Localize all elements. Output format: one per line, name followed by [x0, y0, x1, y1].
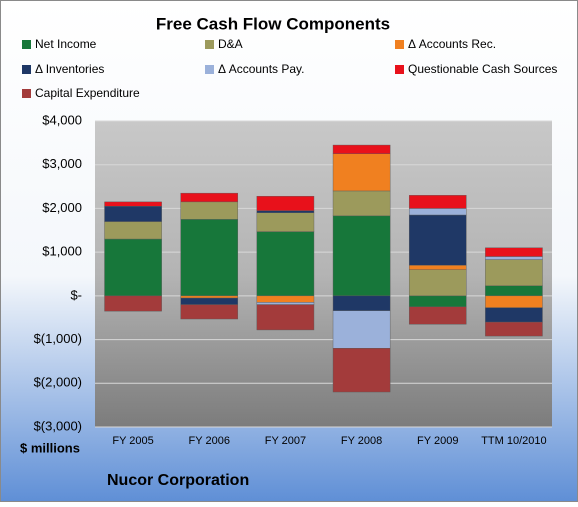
bar-segment [485, 247, 543, 257]
bar-segment [104, 221, 162, 240]
bar-segment [104, 201, 162, 207]
bar-segment [256, 304, 315, 331]
bar-segment [180, 201, 239, 220]
bar-segment [485, 285, 543, 297]
bar-segment [408, 195, 467, 209]
legend-swatch [22, 40, 31, 49]
legend-swatch [395, 40, 404, 49]
legend-label: Capital Expenditure [35, 86, 140, 100]
bar-segment [180, 219, 239, 297]
bar-segment [485, 259, 543, 287]
y-tick-label: $3,000 [42, 156, 82, 171]
bar-segment [256, 212, 315, 232]
legend-swatch [22, 65, 31, 74]
legend-swatch [205, 65, 214, 74]
bar-segment [180, 295, 239, 299]
x-tick-label: TTM 10/2010 [481, 435, 546, 447]
y-tick-label: $(1,000) [34, 331, 82, 346]
bar-segment [408, 208, 467, 216]
bar-segment [408, 265, 467, 270]
bar-segment [408, 306, 467, 325]
legend-label: Δ Accounts Rec. [408, 37, 496, 51]
x-tick-label: FY 2008 [341, 435, 382, 447]
legend-label: Net Income [35, 37, 97, 51]
bar-segment [332, 310, 391, 349]
bar-segment [180, 297, 239, 305]
x-tick-label: FY 2009 [417, 435, 458, 447]
bar-segment [485, 307, 543, 323]
legend-label: D&A [218, 37, 243, 51]
bar-segment [408, 269, 467, 297]
bar-segment [332, 190, 391, 217]
bar-segment [256, 302, 315, 305]
legend-label: Questionable Cash Sources [408, 62, 557, 76]
legend-swatch [395, 65, 404, 74]
legend-label: Δ Accounts Pay. [218, 62, 305, 76]
bar-segment [408, 214, 467, 266]
bar-segment [332, 153, 391, 192]
bar-segment [180, 192, 239, 203]
bar-segment [256, 195, 315, 211]
x-tick-label: FY 2005 [112, 435, 153, 447]
legend-swatch [205, 40, 214, 49]
bar-segment [256, 231, 315, 297]
y-tick-label: $2,000 [42, 200, 82, 215]
bar-segment [332, 295, 391, 311]
company-name: Nucor Corporation [107, 472, 249, 489]
x-tick-label: FY 2006 [189, 435, 230, 447]
bar-segment [485, 321, 543, 337]
bar-segment [104, 206, 162, 222]
bar-segment [485, 295, 543, 308]
plot-area [95, 121, 552, 427]
bar-segment [332, 144, 391, 154]
bar-segment [408, 295, 467, 307]
bar-segment [104, 238, 162, 297]
bar-segment [332, 348, 391, 393]
bar-segment [104, 295, 162, 312]
y-tick-label: $(3,000) [34, 418, 82, 433]
axis-label: $ millions [20, 440, 80, 455]
y-tick-label: $(2,000) [34, 375, 82, 390]
bar-segment [256, 295, 315, 303]
bar-segment [332, 215, 391, 297]
bar-segment [180, 304, 239, 320]
bar-segment [256, 210, 315, 214]
legend-label: Δ Inventories [35, 62, 104, 76]
chart-title: Free Cash Flow Components [156, 14, 390, 33]
y-tick-label: $- [70, 287, 82, 302]
bar-segment [485, 256, 543, 260]
legend-swatch [22, 89, 31, 98]
y-tick-label: $1,000 [42, 244, 82, 259]
y-tick-label: $4,000 [42, 112, 82, 127]
x-tick-label: FY 2007 [265, 435, 306, 447]
